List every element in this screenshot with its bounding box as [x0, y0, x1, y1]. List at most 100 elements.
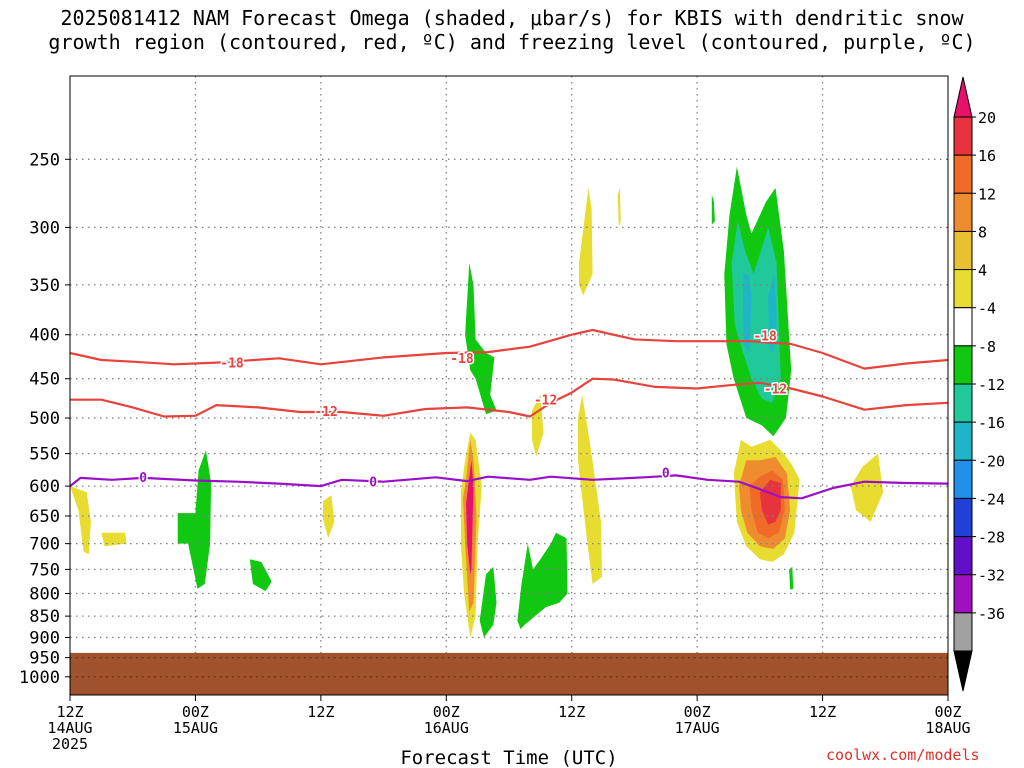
grid-lines	[70, 76, 948, 695]
y-tick-label: 750	[29, 560, 60, 580]
contour-line	[69, 328, 949, 370]
y-tick-label: 950	[29, 649, 60, 669]
contour-label: -12	[534, 393, 557, 408]
colorbar-tick-label: -32	[978, 567, 1005, 585]
colorbar-band	[953, 574, 973, 614]
y-tick-label: 800	[29, 584, 60, 604]
colorbar-band	[953, 421, 973, 461]
pressure-axis: 2503003504004505005506006507007508008509…	[19, 150, 70, 688]
y-tick-label: 450	[29, 370, 60, 390]
colorbar-band	[953, 192, 973, 232]
y-tick-label: 350	[29, 276, 60, 296]
omega-region	[789, 566, 794, 590]
omega-region	[177, 450, 212, 589]
colorbar-tick-label: -20	[978, 452, 1005, 470]
omega-region	[617, 188, 621, 228]
x-axis-title: Forecast Time (UTC)	[400, 747, 617, 768]
colorbar-tick-label: 4	[978, 262, 987, 280]
contour-label: -18	[220, 356, 244, 371]
terrain-below-ground	[70, 652, 948, 695]
colorbar-tick-label: -12	[978, 376, 1005, 394]
y-tick-label: 650	[29, 507, 60, 527]
colorbar-band	[953, 307, 973, 347]
title-line-1: 2025081412 NAM Forecast Omega (shaded, μ…	[60, 6, 964, 30]
contour-line	[69, 474, 949, 500]
colorbar-band	[953, 269, 973, 309]
colorbar-tick-label: -16	[978, 414, 1005, 432]
colorbar-bottom-cap	[953, 650, 973, 692]
colorbar-band	[953, 154, 973, 194]
colorbar-band	[953, 116, 973, 156]
x-tick-label: 12Z	[809, 703, 836, 721]
omega-region	[731, 221, 781, 403]
x-tick-label: 16AUG	[424, 719, 469, 737]
y-tick-label: 300	[29, 218, 60, 238]
x-tick-label: 14AUG	[47, 719, 92, 737]
colorbar-top-cap	[953, 76, 973, 118]
colorbar-tick-label: 20	[978, 109, 996, 127]
colorbar-band	[953, 383, 973, 423]
x-tick-label: 00Z	[182, 703, 209, 721]
y-tick-label: 550	[29, 445, 60, 465]
colorbar-tick-label: -36	[978, 605, 1005, 623]
chart-title: 2025081412 NAM Forecast Omega (shaded, μ…	[0, 6, 1024, 54]
omega-region	[711, 194, 715, 225]
omega-region	[70, 486, 91, 555]
contour-label: 0	[369, 475, 377, 490]
y-tick-label: 1000	[19, 668, 60, 688]
colorbar: 20 16 12 8 4 -4 -8 -12 -16 -20 -24 -28 -32 -36	[953, 76, 1005, 692]
omega-region	[249, 559, 272, 592]
y-tick-label: 850	[29, 607, 60, 627]
colorbar-tick-label: -4	[978, 300, 996, 318]
omega-region	[322, 495, 335, 539]
contour-label: -12	[314, 405, 337, 420]
title-line-2: growth region (contoured, red, ºC) and f…	[48, 30, 976, 54]
y-tick-label: 600	[29, 477, 60, 497]
site-credit: coolwx.com/models	[826, 746, 980, 764]
omega-region	[465, 262, 497, 415]
temperature-contours: -18 -18 -18 -12 -12 -12 0 0 0	[69, 328, 949, 678]
colorbar-tick-label: -8	[978, 338, 996, 356]
x-tick-label: 12Z	[307, 703, 334, 721]
contour-label: -12	[764, 382, 787, 397]
colorbar-band	[953, 345, 973, 385]
omega-region	[743, 274, 752, 353]
x-tick-label: 18AUG	[925, 719, 970, 737]
colorbar-band	[953, 536, 973, 576]
colorbar-tick-label: 8	[978, 223, 987, 241]
y-tick-label: 250	[29, 150, 60, 170]
contour-label: 0	[662, 466, 670, 481]
omega-region	[101, 532, 127, 547]
contour-label: 0	[139, 471, 147, 486]
omega-shading	[70, 166, 884, 638]
colorbar-band	[953, 459, 973, 499]
omega-region	[768, 274, 777, 353]
x-tick-label: 00Z	[934, 703, 961, 721]
x-tick-label: 2025	[52, 735, 88, 753]
x-tick-label: 17AUG	[675, 719, 720, 737]
colorbar-band	[953, 612, 973, 652]
omega-region	[850, 453, 884, 522]
plot-frame	[69, 75, 949, 696]
colorbar-band	[953, 230, 973, 271]
omega-region	[578, 394, 602, 584]
y-tick-label: 400	[29, 326, 60, 346]
y-tick-label: 700	[29, 535, 60, 555]
colorbar-tick-label: 16	[978, 147, 996, 165]
x-tick-label: 12Z	[56, 703, 83, 721]
omega-region	[517, 532, 568, 630]
colorbar-band	[953, 497, 973, 538]
contour-label: -18	[450, 352, 474, 367]
x-tick-label: 12Z	[558, 703, 585, 721]
contour-label: -18	[753, 330, 777, 345]
y-tick-label: 500	[29, 409, 60, 429]
colorbar-tick-label: -24	[978, 490, 1005, 508]
x-tick-label: 15AUG	[173, 719, 218, 737]
contour-line	[70, 377, 949, 418]
omega-region	[579, 188, 593, 296]
colorbar-tick-label: 12	[978, 185, 996, 203]
omega-region	[466, 460, 474, 575]
y-tick-label: 900	[29, 628, 60, 648]
